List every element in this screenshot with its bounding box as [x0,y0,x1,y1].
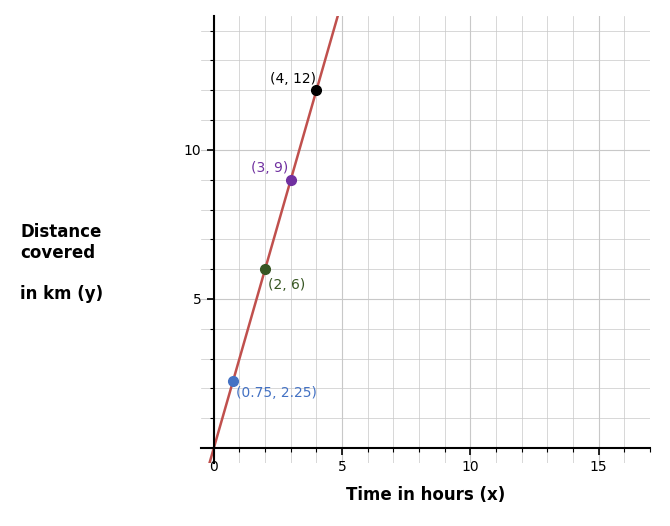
Text: (0.75, 2.25): (0.75, 2.25) [236,386,316,400]
Text: Distance
covered

in km (y): Distance covered in km (y) [20,223,103,303]
Text: (3, 9): (3, 9) [251,161,288,175]
Text: (4, 12): (4, 12) [270,72,316,86]
X-axis label: Time in hours (x): Time in hours (x) [346,485,505,503]
Text: (2, 6): (2, 6) [268,278,306,291]
